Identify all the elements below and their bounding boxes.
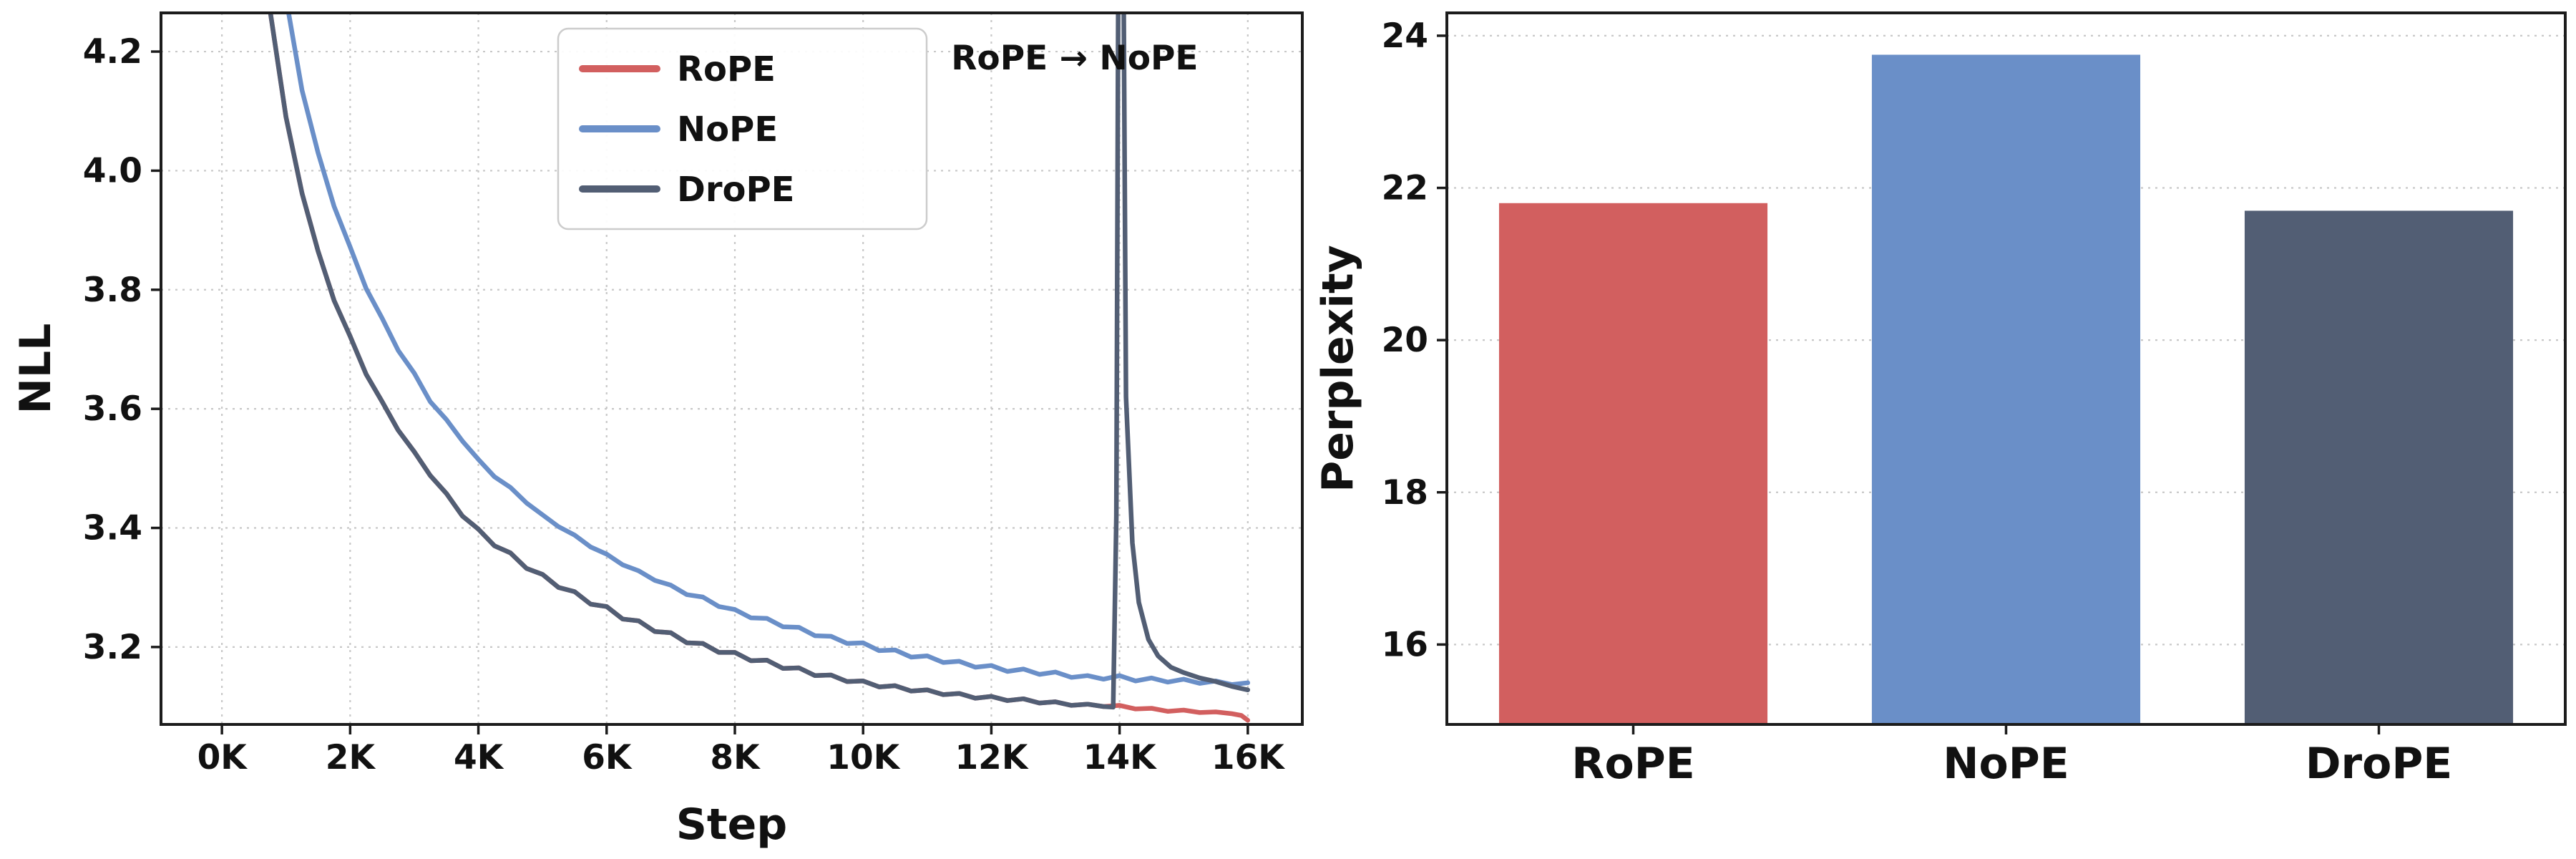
x-tick-label: 10K [826,738,900,777]
x-tick-label: 2K [326,738,376,777]
series-lines [268,13,1251,723]
y-tick-label: 3.2 [83,628,142,667]
category-label-nope: NoPE [1943,739,2069,789]
series-line-nope [286,13,1251,687]
y-tick-label: 20 [1382,321,1428,360]
y-tick-label: 3.8 [83,271,142,310]
y-tick-label: 24 [1382,16,1428,56]
y-tick-label: 18 [1382,473,1428,513]
y-tick-label: 22 [1382,169,1428,208]
x-tick-label: 6K [582,738,633,777]
y-axis-label: NLL [11,324,61,414]
axis-ticks: 16 18 20 22 24 RoPE NoPE DroPE [1382,16,2453,789]
nll-line-chart: 0K 2K 4K 6K 8K 10K 12K 14K 16K 3.2 3.4 3.6 3.8 4.0 4.2… [11,11,1304,850]
legend: RoPE NoPE DroPE [557,27,928,230]
series-line-drope [268,13,1251,710]
y-axis-label: Perplexity [1313,245,1363,492]
x-tick-label: 0K [197,738,248,777]
y-tick-label: 3.6 [83,389,142,429]
y-tick-label: 4.0 [83,151,142,190]
plot-border [160,11,1304,726]
phase-switch-annotation: RoPE → NoPE [951,39,1198,78]
perplexity-bar-chart: 16 18 20 22 24 RoPE NoPE DroPE Perplexity [1313,11,2567,789]
x-tick-label: 4K [454,738,504,777]
bar-rope [1498,203,1768,724]
legend-label-drope: DroPE [677,170,794,210]
y-tick-label: 16 [1382,625,1428,664]
x-axis-label: Step [676,800,788,850]
legend-label-nope: NoPE [677,110,778,150]
x-tick-label: 8K [710,738,761,777]
x-tick-label: 12K [955,738,1028,777]
y-tick-label: 3.4 [83,509,142,548]
category-label-rope: RoPE [1571,739,1694,789]
category-label-drope: DroPE [2306,739,2453,789]
x-tick-label: 16K [1211,738,1285,777]
legend-frame [557,27,928,230]
axis-ticks: 0K 2K 4K 6K 8K 10K 12K 14K 16K 3.2 3.4 3.6 3.8 4.0 4.2 [83,32,1286,777]
y-tick-label: 4.2 [83,32,142,72]
bar-drope [2244,210,2514,725]
bar-nope [1871,54,2141,725]
legend-label-rope: RoPE [677,49,776,89]
x-tick-label: 14K [1083,738,1157,777]
